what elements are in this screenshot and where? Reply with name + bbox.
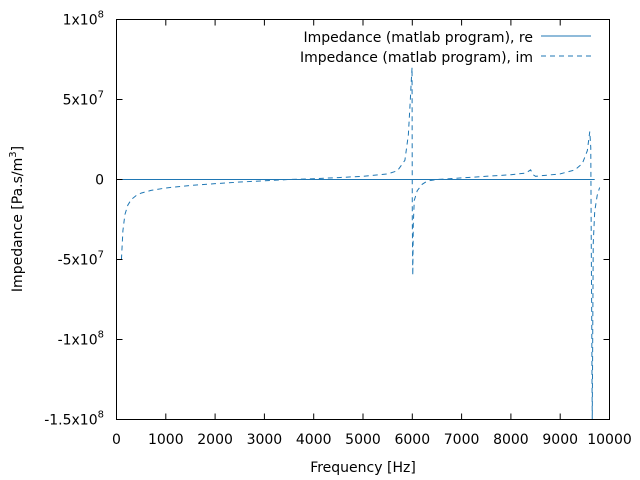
x-tick-label: 5000 bbox=[345, 432, 381, 448]
x-tick-label: 6000 bbox=[394, 432, 430, 448]
y-tick-mantissa: 0 bbox=[95, 173, 104, 189]
y-tick-exponent: 7 bbox=[98, 90, 104, 101]
y-tick-exponent: 8 bbox=[98, 330, 104, 341]
y-axis-label-suffix: ] bbox=[10, 146, 26, 151]
x-tick-label: 3000 bbox=[247, 432, 283, 448]
series-line-im bbox=[120, 67, 601, 420]
y-tick-mantissa: 5x10 bbox=[63, 93, 98, 109]
y-tick-label: -5x107 bbox=[58, 250, 104, 269]
x-tick-label: 10000 bbox=[587, 432, 632, 448]
y-tick-label: 1x108 bbox=[63, 10, 104, 29]
legend-label-re: Impedance (matlab program), re bbox=[303, 30, 533, 46]
y-axis-label-superscript: 3 bbox=[8, 151, 19, 157]
y-tick-mantissa: -1x10 bbox=[58, 333, 98, 349]
y-tick-label: -1x108 bbox=[58, 330, 104, 349]
x-tick-label: 9000 bbox=[542, 432, 578, 448]
y-tick-label: -1.5x108 bbox=[44, 410, 104, 429]
y-tick-exponent: 8 bbox=[98, 410, 104, 421]
series-layer bbox=[120, 67, 601, 420]
ticks-layer: 0 1000 2000 3000 4000 5000 6000 7000 8000 9000 100… bbox=[44, 10, 632, 449]
y-tick-label: 5x107 bbox=[63, 90, 104, 109]
x-tick-label: 7000 bbox=[444, 432, 480, 448]
y-tick-exponent: 8 bbox=[98, 10, 104, 21]
y-tick-exponent: 7 bbox=[98, 250, 104, 261]
legend: Impedance (matlab program), re Impedance… bbox=[300, 30, 591, 66]
x-tick-label: 0 bbox=[112, 432, 121, 448]
y-tick-label: 0 bbox=[95, 173, 104, 189]
y-tick-mantissa: 1x10 bbox=[63, 13, 98, 29]
x-tick-label: 2000 bbox=[197, 432, 233, 448]
plot-frame bbox=[116, 19, 610, 420]
y-tick-mantissa: -1.5x10 bbox=[44, 413, 97, 429]
y-tick-mantissa: -5x10 bbox=[58, 253, 98, 269]
legend-label-im: Impedance (matlab program), im bbox=[300, 50, 533, 66]
y-axis-label-main: Impedance [Pa.s/m bbox=[10, 158, 26, 292]
y-axis-label: Impedance [Pa.s/m3] bbox=[8, 146, 26, 292]
x-tick-label: 1000 bbox=[148, 432, 184, 448]
x-axis-label: Frequency [Hz] bbox=[310, 460, 416, 476]
x-tick-label: 4000 bbox=[296, 432, 332, 448]
x-tick-label: 8000 bbox=[493, 432, 529, 448]
